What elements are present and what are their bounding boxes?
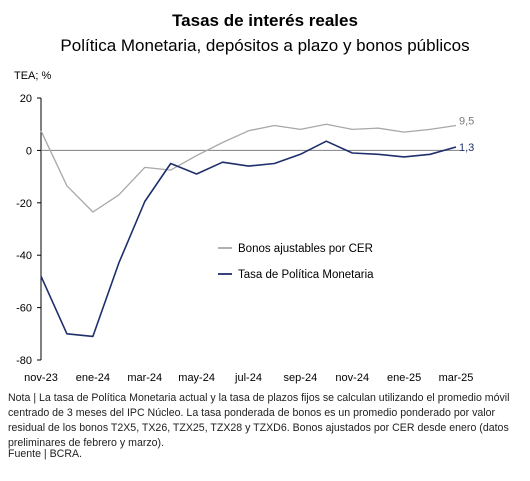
- chart-subtitle: Política Monetaria, depósitos a plazo y …: [60, 36, 470, 55]
- legend: Bonos ajustables por CER Tasa de Política…: [218, 243, 374, 281]
- x-tick-label: jul-24: [234, 372, 262, 384]
- x-tick-label: mar-25: [439, 372, 474, 384]
- y-tick-label: -80: [16, 355, 32, 367]
- x-tick-label: nov-23: [24, 372, 58, 384]
- x-tick-label: ene-25: [387, 372, 421, 384]
- series-line-tpm: [40, 140, 457, 338]
- y-tick-label: 20: [20, 93, 32, 105]
- series-line-cer: [40, 123, 457, 213]
- line-chart: TEA; % 20 0 -20 -40 -60 -80 nov-23 ene-24 mar-24 m…: [14, 70, 474, 384]
- footnote-text: Nota | La tasa de Política Monetaria act…: [8, 392, 510, 449]
- x-tick-label: sep-24: [284, 372, 318, 384]
- legend-label: Tasa de Política Monetaria: [238, 269, 374, 281]
- y-tick-label: -20: [16, 198, 32, 210]
- legend-label: Bonos ajustables por CER: [238, 243, 373, 255]
- axes: TEA; % 20 0 -20 -40 -60 -80 nov-23 ene-24 mar-24 m…: [14, 70, 473, 384]
- y-tick-label: 0: [26, 145, 32, 157]
- source-text: Fuente | BCRA.: [8, 448, 82, 460]
- y-tick-label: -60: [16, 303, 32, 315]
- series-end-label: 9,5: [459, 116, 474, 128]
- y-axis-label: TEA; %: [14, 70, 52, 82]
- series-layer: 9,5 1,3: [40, 116, 474, 338]
- chart-title: Tasas de interés reales: [172, 11, 358, 30]
- y-tick-label: -40: [16, 250, 32, 262]
- x-tick-label: nov-24: [335, 372, 369, 384]
- footnote: Nota | La tasa de Política Monetaria act…: [8, 391, 523, 451]
- x-tick-label: mar-24: [127, 372, 162, 384]
- x-tick-label: ene-24: [76, 372, 110, 384]
- series-end-label: 1,3: [459, 142, 474, 154]
- x-tick-label: may-24: [178, 372, 215, 384]
